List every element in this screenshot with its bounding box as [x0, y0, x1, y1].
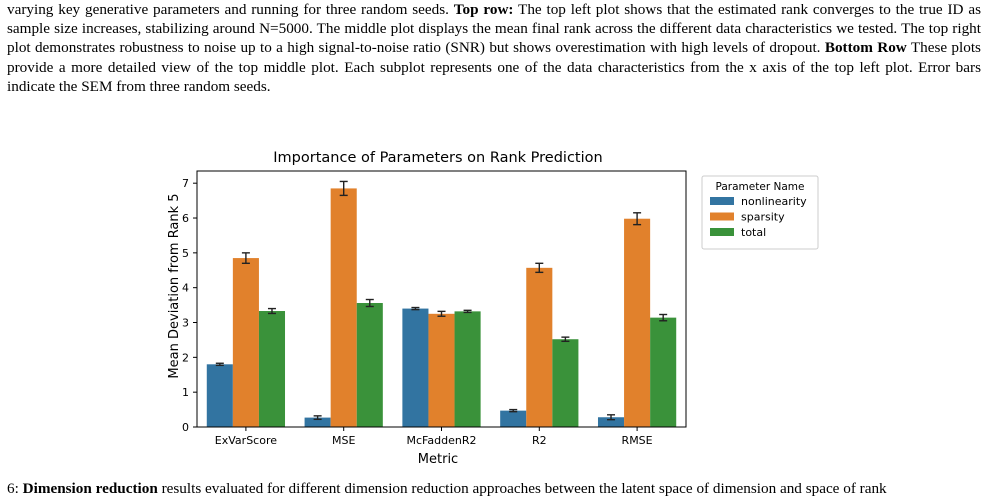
bar-sparsity — [624, 218, 651, 427]
y-tick-label: 6 — [182, 212, 189, 225]
plot-area: 0 1 2 3 4 5 6 7 ExVarScore MSE McFaddenR2 R2 RMSE — [182, 170, 687, 447]
error-bar — [339, 180, 348, 197]
bar-nonlinearity — [304, 417, 331, 427]
legend-swatch-sparsity — [710, 212, 734, 221]
error-bar — [365, 298, 374, 308]
y-tick-label: 7 — [182, 177, 189, 190]
y-axis-label: Mean Deviation from Rank 5 — [167, 193, 182, 378]
bar-sparsity — [330, 188, 357, 427]
error-bar — [633, 212, 642, 226]
error-bar — [659, 313, 668, 322]
legend-title: Parameter Name — [716, 181, 805, 193]
x-tick-label: McFaddenR2 — [407, 434, 477, 447]
y-tick-label: 5 — [182, 247, 189, 260]
error-bar — [463, 309, 472, 314]
x-tick-label: RMSE — [622, 434, 653, 447]
legend-label-total: total — [741, 226, 766, 239]
caption-part: The top left plot shows that the estimat… — [7, 1, 981, 57]
error-bar — [215, 362, 224, 367]
bar-nonlinearity — [402, 308, 429, 427]
x-tick-label: R2 — [532, 434, 547, 447]
chart-title: Importance of Parameters on Rank Predict… — [273, 150, 602, 166]
legend: Parameter Name nonlinearity sparsity total — [701, 175, 819, 250]
legend-label-nonlinearity: nonlinearity — [741, 195, 807, 208]
legend-label-sparsity: sparsity — [741, 211, 785, 224]
bar-total — [454, 311, 481, 427]
y-tick-label: 0 — [182, 421, 189, 434]
bar-sparsity — [428, 313, 455, 427]
error-bar — [313, 415, 322, 421]
x-tick-label: MSE — [332, 434, 355, 447]
bottom-caption-part: results evaluated for different dimensio… — [157, 480, 887, 497]
legend-swatch-total — [710, 228, 734, 236]
error-bar — [241, 252, 250, 264]
legend-swatch-nonlinearity — [710, 197, 734, 205]
caption-part: Bottom Row — [824, 39, 907, 57]
error-bar — [411, 306, 420, 311]
bar-total — [356, 303, 383, 427]
y-tick-label: 1 — [182, 386, 189, 399]
error-bar — [607, 414, 616, 421]
y-tick-label: 4 — [182, 282, 189, 295]
bar-sparsity — [526, 267, 553, 427]
caption-part: These plots provide a more detailed view… — [7, 39, 981, 95]
error-bar — [561, 336, 570, 343]
caption-part: Top row: — [453, 1, 514, 18]
bar-total — [552, 339, 579, 427]
bar-nonlinearity — [500, 410, 527, 427]
caption-paragraph: varying key generative parameters and ru… — [7, 0, 981, 96]
error-bar — [535, 262, 544, 274]
bottom-caption-part: Dimension reduction — [22, 480, 158, 497]
error-bar — [437, 310, 446, 317]
y-tick-label: 2 — [182, 351, 189, 364]
bottom-caption-part: 6: — [7, 480, 23, 497]
error-bar — [267, 307, 276, 315]
y-tick-label: 3 — [182, 317, 189, 330]
error-bar — [509, 408, 518, 413]
next-figure-caption: 6: Dimension reduction results evaluated… — [7, 479, 981, 498]
bar-total — [650, 317, 677, 427]
bar-nonlinearity — [206, 364, 233, 427]
figure-caption: varying key generative parameters and ru… — [7, 0, 981, 96]
bar-total — [258, 311, 286, 427]
next-caption-text: 6: Dimension reduction results evaluated… — [7, 480, 887, 497]
bar-nonlinearity — [597, 417, 625, 427]
bar-sparsity — [232, 258, 259, 427]
x-axis-label: Metric — [418, 452, 458, 467]
caption-part: varying key generative parameters and ru… — [7, 1, 454, 18]
x-tick-label: ExVarScore — [215, 434, 277, 447]
